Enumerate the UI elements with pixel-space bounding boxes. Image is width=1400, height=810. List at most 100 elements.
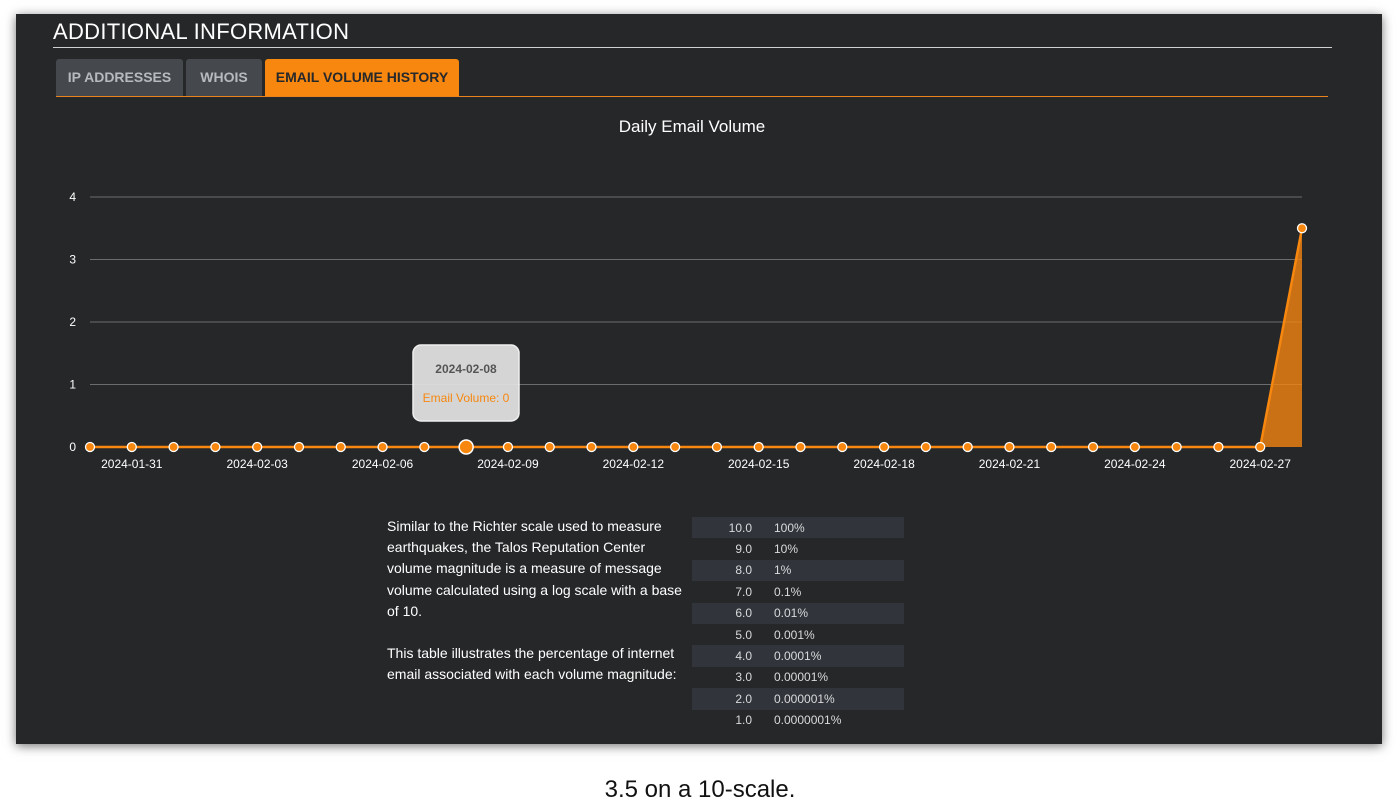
magnitude-percent: 0.000001% xyxy=(774,691,835,706)
data-point[interactable] xyxy=(335,441,346,453)
explanation-paragraph-1: Similar to the Richter scale used to mea… xyxy=(387,518,682,619)
x-tick-label: 2024-02-27 xyxy=(1230,457,1292,471)
data-point[interactable] xyxy=(795,441,806,453)
tab-underline xyxy=(56,96,1328,97)
tooltip-box xyxy=(412,344,520,422)
magnitude-value: 9.0 xyxy=(735,542,752,557)
magnitude-percent: 1% xyxy=(774,563,792,578)
magnitude-row: 4.0 0.0001% xyxy=(692,645,904,667)
magnitude-percent: 10% xyxy=(774,542,799,557)
data-point[interactable] xyxy=(1255,441,1266,453)
image-caption: 3.5 on a 10-scale. xyxy=(604,776,796,803)
data-point[interactable] xyxy=(1296,223,1308,234)
data-point[interactable] xyxy=(711,441,723,453)
x-tick-label: 2024-02-15 xyxy=(728,457,790,471)
magnitude-percent: 100% xyxy=(774,520,805,535)
data-point[interactable] xyxy=(293,441,305,453)
data-point[interactable] xyxy=(920,441,932,453)
magnitude-row: 7.0 0.1% xyxy=(692,581,904,602)
magnitude-value: 3.0 xyxy=(735,670,752,685)
data-point[interactable] xyxy=(252,441,263,453)
data-point[interactable] xyxy=(210,441,221,453)
x-tick-label: 2024-02-21 xyxy=(979,457,1041,471)
data-point[interactable] xyxy=(419,441,430,453)
magnitude-value: 10.0 xyxy=(728,520,752,535)
tab-email-volume-history[interactable]: EMAIL VOLUME HISTORY xyxy=(265,59,459,96)
y-axis-ticks: 0 1 2 3 4 xyxy=(69,190,76,454)
magnitude-value: 7.0 xyxy=(735,584,752,599)
data-point[interactable] xyxy=(1213,441,1224,453)
magnitude-percent: 0.001% xyxy=(774,627,815,642)
magnitude-explanation: Similar to the Richter scale used to mea… xyxy=(387,516,687,706)
data-point[interactable] xyxy=(544,441,555,453)
magnitude-row: 8.0 1% xyxy=(692,559,904,582)
series-area xyxy=(90,228,1302,447)
data-point[interactable] xyxy=(1171,441,1182,453)
tab-ip-addresses[interactable]: IP ADDRESSES xyxy=(56,59,183,96)
x-tick-label: 2024-02-18 xyxy=(853,457,915,471)
x-tick-label: 2024-02-24 xyxy=(1104,457,1166,471)
data-point[interactable] xyxy=(753,441,764,453)
chart-grid xyxy=(90,196,1302,385)
magnitude-row: 3.0 0.00001% xyxy=(692,667,904,688)
data-point[interactable] xyxy=(458,439,474,455)
y-tick-label: 4 xyxy=(69,190,76,204)
data-point[interactable] xyxy=(669,441,681,453)
title-divider xyxy=(53,47,1332,48)
series-line xyxy=(90,228,1304,449)
y-tick-label: 2 xyxy=(69,315,76,329)
volume-magnitude-table: 10.0 100% 9.0 10% 8.0 1% 7.0 0.1% 6.0 0.01% 5.0 0.0… xyxy=(692,517,904,731)
x-tick-label: 2024-02-06 xyxy=(352,457,414,471)
tooltip-value: Email Volume: 0 xyxy=(423,391,510,405)
data-point[interactable] xyxy=(168,441,179,453)
section-title: ADDITIONAL INFORMATION xyxy=(53,19,350,44)
magnitude-row: 9.0 10% xyxy=(692,538,904,559)
chart-tooltip: 2024-02-08 Email Volume: 0 xyxy=(412,344,520,422)
data-point[interactable] xyxy=(878,441,890,453)
magnitude-percent: 0.01% xyxy=(774,606,809,621)
magnitude-row: 10.0 100% xyxy=(692,517,904,539)
tooltip-date: 2024-02-08 xyxy=(435,362,497,376)
data-point[interactable] xyxy=(1087,441,1099,453)
data-point[interactable] xyxy=(1046,441,1057,453)
magnitude-percent: 0.0001% xyxy=(774,649,822,664)
email-volume-series xyxy=(90,228,1304,449)
y-tick-label: 1 xyxy=(69,378,76,392)
magnitude-value: 6.0 xyxy=(735,606,752,621)
magnitude-percent: 0.1% xyxy=(774,584,802,599)
data-point[interactable] xyxy=(962,441,973,453)
magnitude-row: 2.0 0.000001% xyxy=(692,688,904,710)
x-axis-ticks: 2024-01-31 2024-02-03 2024-02-06 2024-02-09… xyxy=(101,457,1291,471)
x-tick-label: 2024-01-31 xyxy=(101,457,163,471)
data-point[interactable] xyxy=(837,441,848,453)
data-point[interactable] xyxy=(1129,441,1140,453)
magnitude-value: 8.0 xyxy=(735,563,752,578)
x-tick-label: 2024-02-12 xyxy=(603,457,665,471)
y-tick-label: 3 xyxy=(69,253,76,267)
data-point[interactable] xyxy=(377,441,388,453)
magnitude-row: 6.0 0.01% xyxy=(692,602,904,624)
data-point[interactable] xyxy=(586,441,597,453)
data-point[interactable] xyxy=(126,441,137,453)
magnitude-percent: 0.0000001% xyxy=(774,713,842,728)
chart-title: Daily Email Volume xyxy=(619,117,765,136)
explanation-paragraph-2: This table illustrates the percentage of… xyxy=(387,645,677,683)
data-point[interactable] xyxy=(1004,441,1015,453)
magnitude-value: 5.0 xyxy=(735,627,752,642)
x-tick-label: 2024-02-03 xyxy=(226,457,288,471)
y-tick-label: 0 xyxy=(69,440,76,454)
magnitude-value: 2.0 xyxy=(735,691,752,706)
magnitude-value: 4.0 xyxy=(735,649,752,664)
additional-information-panel: ADDITIONAL INFORMATION IP ADDRESSES WHOI… xyxy=(16,14,1382,744)
magnitude-percent: 0.00001% xyxy=(774,670,829,685)
tab-whois[interactable]: WHOIS xyxy=(186,59,262,96)
data-point[interactable] xyxy=(502,441,514,453)
data-point[interactable] xyxy=(84,441,96,453)
magnitude-value: 1.0 xyxy=(735,713,752,728)
magnitude-row: 5.0 0.001% xyxy=(692,624,904,645)
x-tick-label: 2024-02-09 xyxy=(477,457,539,471)
magnitude-row: 1.0 0.0000001% xyxy=(692,710,904,731)
email-volume-points xyxy=(84,223,1308,455)
data-point[interactable] xyxy=(628,441,639,453)
